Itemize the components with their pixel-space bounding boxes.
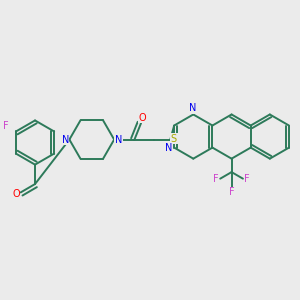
Text: N: N: [115, 134, 122, 145]
Text: N: N: [61, 134, 69, 145]
Text: F: F: [244, 174, 250, 184]
Text: N: N: [189, 103, 196, 113]
Text: F: F: [213, 174, 219, 184]
Text: F: F: [3, 121, 9, 131]
Text: O: O: [12, 189, 20, 199]
Text: F: F: [229, 188, 234, 197]
Text: O: O: [138, 113, 146, 123]
Text: S: S: [171, 134, 177, 144]
Text: N: N: [164, 143, 172, 153]
